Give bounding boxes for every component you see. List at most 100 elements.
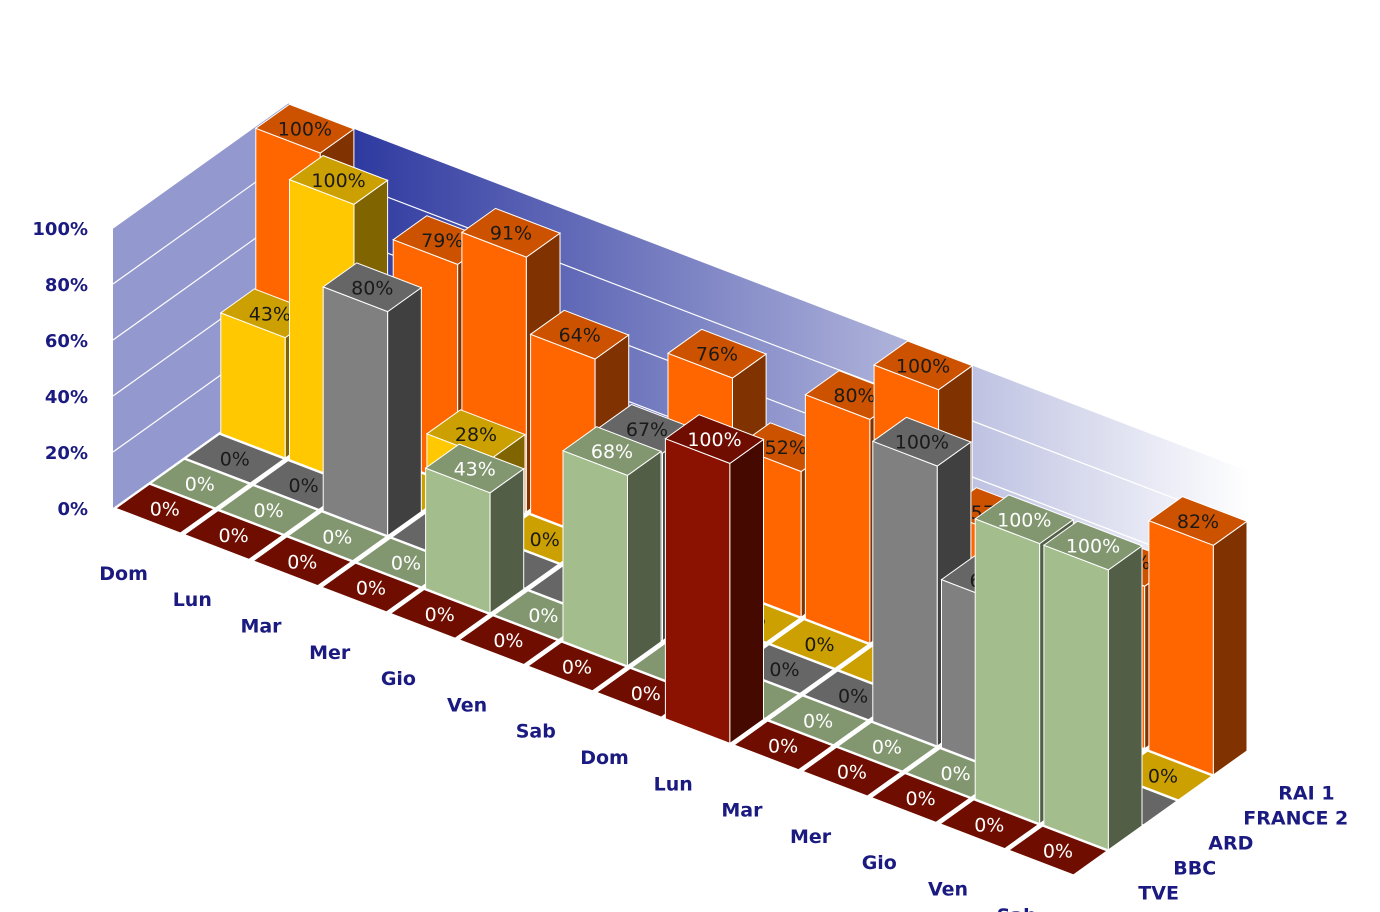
bar-top-face xyxy=(1042,520,1144,571)
bar-side-face xyxy=(387,286,422,537)
bar-top-face xyxy=(287,511,388,562)
data-label: 67% xyxy=(626,419,668,441)
bar: 0% xyxy=(836,721,937,772)
data-label: 43% xyxy=(249,303,291,325)
bar: 82% xyxy=(1147,496,1249,776)
bar-top-face xyxy=(871,416,972,467)
bar-front-face xyxy=(664,437,731,745)
data-label: 100% xyxy=(311,170,365,192)
data-label: 80% xyxy=(351,277,393,299)
data-label: 100% xyxy=(687,429,741,451)
series-label: FRANCE 2 xyxy=(1243,808,1348,830)
bar-top-face xyxy=(320,562,422,613)
gridline xyxy=(112,102,1251,472)
data-label: 0% xyxy=(837,762,867,784)
data-label: 28% xyxy=(455,424,497,446)
bar-top-face xyxy=(1147,496,1249,546)
bar: 0% xyxy=(252,536,353,587)
data-label: 0% xyxy=(769,659,799,681)
bar-front-face xyxy=(322,286,389,537)
data-label: 0% xyxy=(872,737,902,759)
bar-top-face xyxy=(458,615,559,666)
x-tick-label: Mar xyxy=(721,800,763,822)
data-label: 0% xyxy=(1148,766,1178,788)
data-label: 80% xyxy=(833,385,875,407)
data-label: 0% xyxy=(254,500,284,522)
x-tick-label: Sab xyxy=(997,905,1037,912)
bar: 0% xyxy=(458,615,559,666)
series-label: BBC xyxy=(1173,858,1216,880)
bar-top-face xyxy=(218,485,319,535)
data-label: 0% xyxy=(803,710,833,732)
x-tick-label: Sab xyxy=(516,721,556,743)
data-label: 0% xyxy=(219,525,249,547)
bar: 0% xyxy=(184,433,285,484)
bar-side-face xyxy=(1107,544,1143,851)
x-axis: Dom Lun Mar Mer Gio Ven Sab Dom Lun Mar Mer Gio Ven S… xyxy=(99,563,1036,912)
bar-top-face xyxy=(873,340,974,391)
series-axis: TVE BBC ARD FRANCE 2 RAI 1 xyxy=(1138,783,1348,905)
bar-front-face xyxy=(974,518,1041,825)
bar: 0% xyxy=(801,746,902,797)
bar-top-face xyxy=(114,483,215,534)
data-label: 0% xyxy=(289,475,319,497)
bar: 100% xyxy=(664,414,765,745)
data-label: 79% xyxy=(421,230,463,252)
data-label: 0% xyxy=(391,553,421,575)
bar: 0% xyxy=(768,695,869,746)
data-label: 0% xyxy=(838,685,868,707)
bar-top-face xyxy=(664,414,765,464)
bar-top-face xyxy=(424,443,525,494)
data-label: 43% xyxy=(454,459,496,481)
bar-top-face xyxy=(460,207,562,258)
bar: 80% xyxy=(322,262,423,537)
bar: 0% xyxy=(287,511,388,562)
bar-front-face xyxy=(872,440,938,747)
data-label: 0% xyxy=(906,788,936,810)
data-label: 64% xyxy=(559,325,601,347)
bar-top-face xyxy=(769,619,870,669)
bar-top-face xyxy=(252,536,353,587)
data-label: 100% xyxy=(895,432,949,454)
bar: 0% xyxy=(870,773,971,823)
data-label: 0% xyxy=(768,735,798,757)
x-tick-label: Mar xyxy=(240,616,282,638)
data-label: 0% xyxy=(530,529,560,551)
data-label: 0% xyxy=(562,657,592,679)
bar-top-face xyxy=(389,588,490,639)
bar: 0% xyxy=(320,562,422,613)
data-label: 0% xyxy=(150,499,180,521)
x-tick-label: Gio xyxy=(381,668,416,690)
x-tick-label: Ven xyxy=(447,694,487,716)
bar: 0% xyxy=(218,485,319,535)
x-tick-label: Mer xyxy=(790,826,832,848)
x-tick-label: Lun xyxy=(654,773,693,795)
bar-top-face xyxy=(529,309,630,360)
data-label: 0% xyxy=(941,763,971,785)
bar-front-face xyxy=(425,467,491,614)
bar-top-face xyxy=(254,103,355,154)
x-tick-label: Lun xyxy=(173,589,212,611)
bar-top-face xyxy=(561,426,663,476)
bar: 0% xyxy=(769,619,870,669)
bar: 0% xyxy=(183,510,284,560)
data-label: 82% xyxy=(1177,511,1219,533)
x-tick-label: Gio xyxy=(862,852,897,874)
bar: 0% xyxy=(526,641,628,692)
data-label: 0% xyxy=(631,683,661,705)
data-label: 100% xyxy=(896,355,950,377)
data-label: 0% xyxy=(804,634,834,656)
bar-front-face xyxy=(804,393,871,645)
bar-top-face xyxy=(801,746,902,797)
bar: 0% xyxy=(733,720,834,771)
bar-top-face xyxy=(939,799,1040,850)
series-label: ARD xyxy=(1208,833,1253,855)
bar: 100% xyxy=(871,416,972,747)
y-tick-label: 20% xyxy=(45,443,88,464)
x-tick-label: Dom xyxy=(99,563,148,585)
bar-top-face xyxy=(768,695,869,746)
data-label: 100% xyxy=(1066,536,1120,558)
bar-top-face xyxy=(184,433,285,484)
bar: 0% xyxy=(389,588,490,639)
